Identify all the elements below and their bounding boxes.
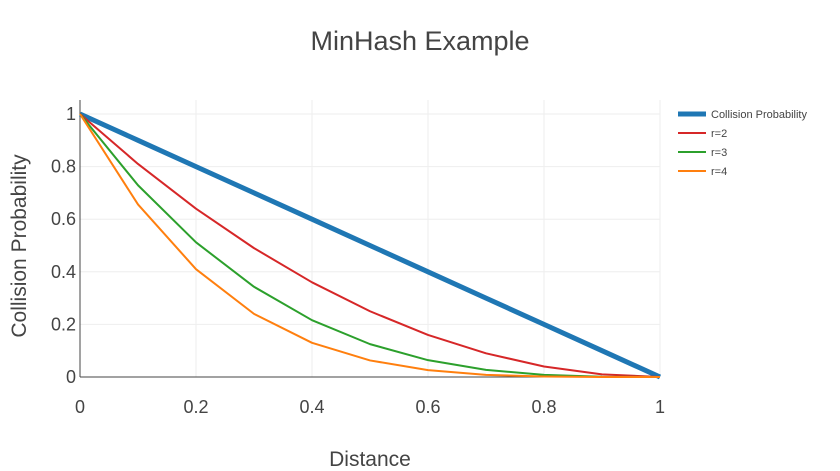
series-line-r-2	[79, 113, 661, 378]
legend[interactable]: Collision Probability r=2 r=3 r=4	[678, 109, 807, 178]
y-tick-label: 0.4	[51, 262, 76, 282]
x-tick-label: 0.4	[299, 397, 324, 417]
series-line-r-4	[79, 113, 661, 378]
x-tick-label: 0	[75, 397, 85, 417]
y-tick-label: 0.8	[51, 157, 76, 177]
series-lines	[78, 111, 662, 380]
legend-item[interactable]: r=2	[678, 128, 727, 140]
legend-label: r=3	[711, 147, 727, 159]
legend-label: r=4	[711, 166, 727, 178]
legend-item[interactable]: r=4	[678, 166, 727, 178]
y-axis-title: Collision Probability	[8, 154, 31, 338]
legend-label: Collision Probability	[711, 109, 807, 121]
y-tick-label: 1	[66, 104, 76, 124]
y-tick-label: 0.6	[51, 209, 76, 229]
series-line-r-3	[79, 113, 661, 378]
legend-item[interactable]: Collision Probability	[678, 109, 807, 121]
legend-label: r=2	[711, 128, 727, 140]
x-tick-label: 0.8	[531, 397, 556, 417]
y-tick-label: 0	[66, 367, 76, 387]
legend-item[interactable]: r=3	[678, 147, 727, 159]
x-axis-title: Distance	[329, 448, 411, 471]
x-tick-label: 0.2	[183, 397, 208, 417]
series-line-collision-probability	[78, 111, 662, 380]
x-tick-label: 1	[655, 397, 665, 417]
x-tick-label: 0.6	[415, 397, 440, 417]
tick-labels: 0 0.2 0.4 0.6 0.8 1 0 0.2 0.4 0.6 0.8 1	[51, 104, 665, 417]
y-tick-label: 0.2	[51, 314, 76, 334]
chart-title: MinHash Example	[310, 26, 529, 56]
